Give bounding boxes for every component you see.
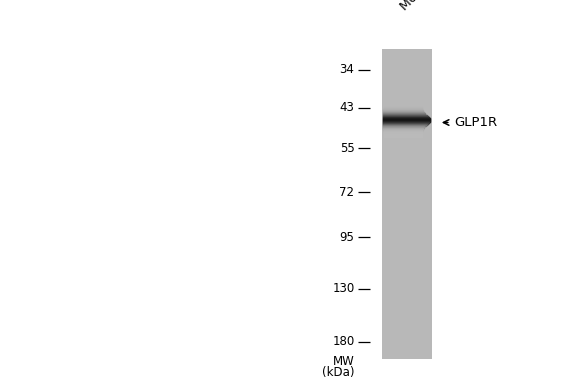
Text: (kDa): (kDa) (322, 366, 354, 378)
Text: GLP1R: GLP1R (454, 116, 497, 129)
Text: MW: MW (333, 355, 354, 368)
Text: 55: 55 (340, 142, 354, 155)
Text: 43: 43 (340, 101, 354, 115)
Text: 72: 72 (339, 186, 354, 199)
Text: 34: 34 (340, 63, 354, 76)
Text: 95: 95 (340, 231, 354, 244)
Text: Mouse brain: Mouse brain (398, 0, 461, 13)
Text: 180: 180 (332, 335, 354, 349)
Bar (382, 49, 432, 359)
Text: 130: 130 (332, 282, 354, 295)
